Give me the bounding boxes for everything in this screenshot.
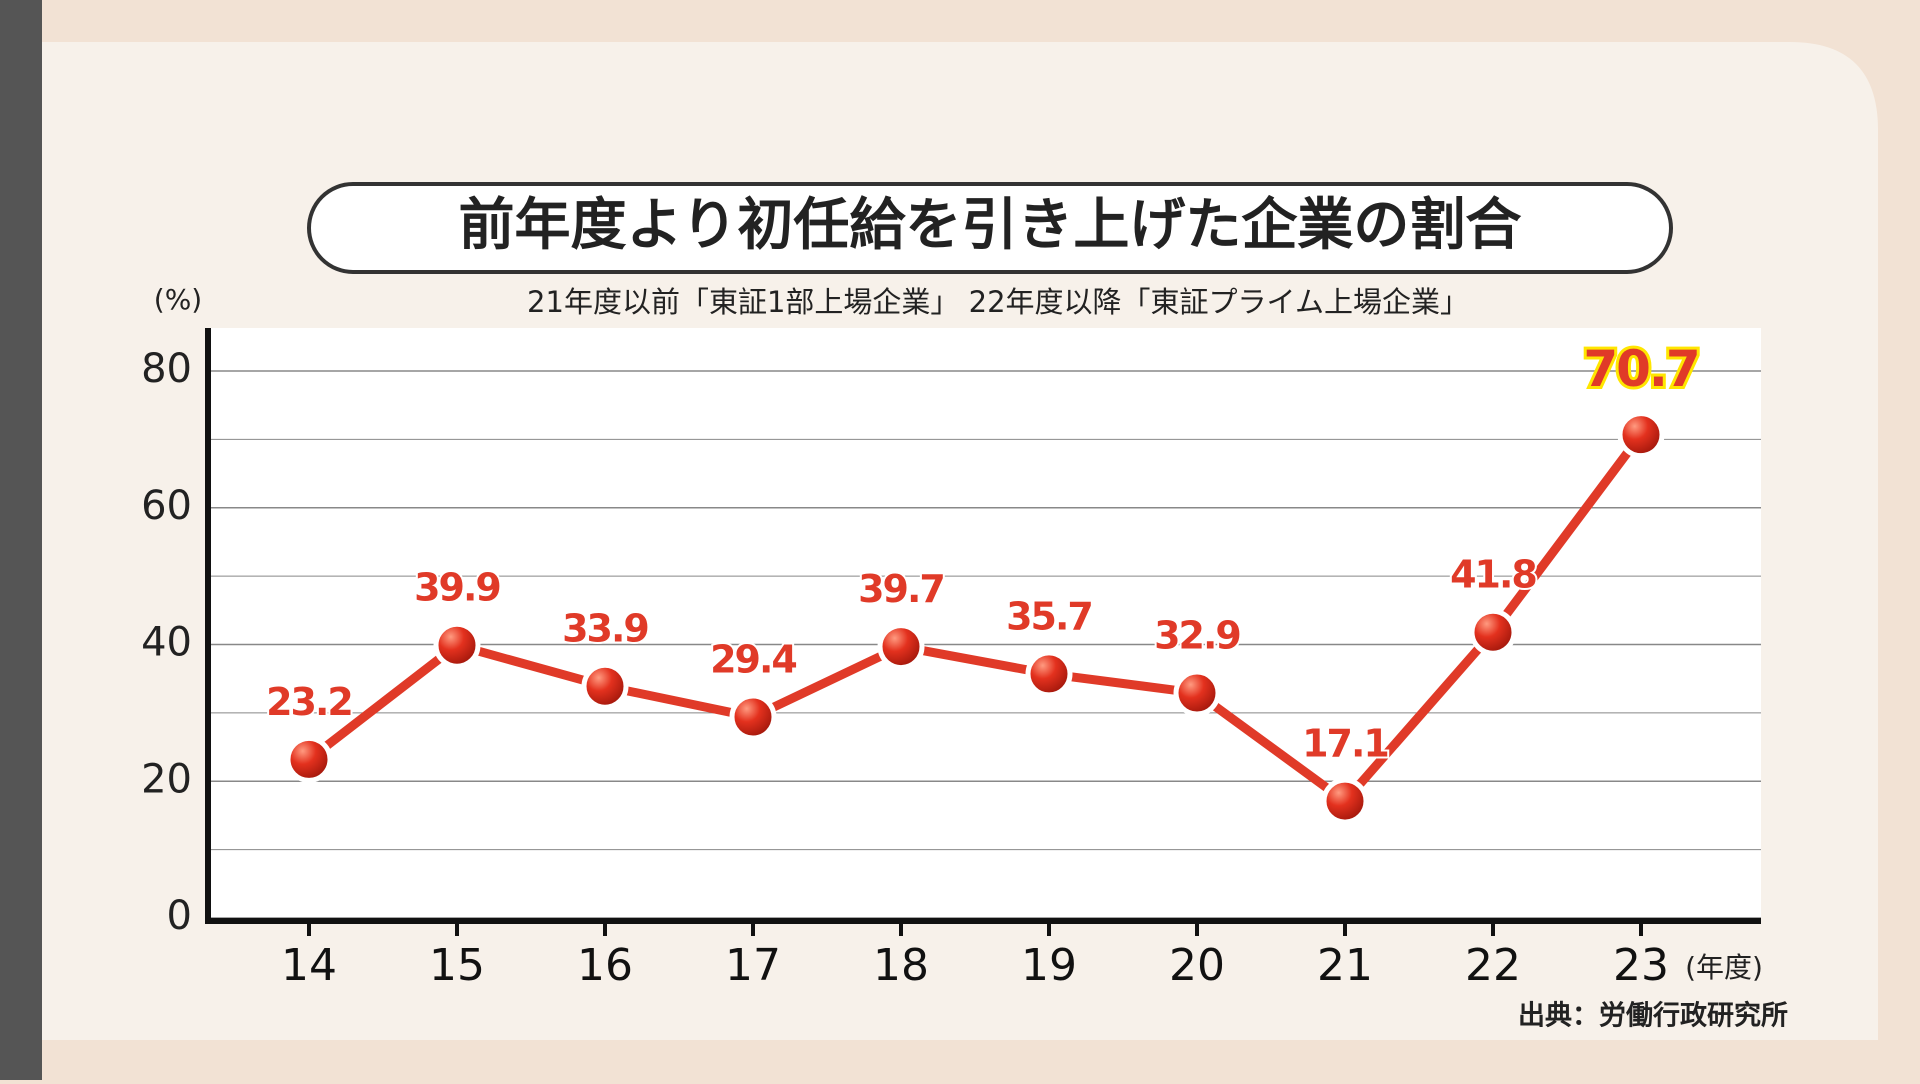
point [285, 735, 333, 783]
point [1173, 669, 1221, 717]
plot-area [208, 328, 1761, 921]
subtitle: 21年度以前「東証1部上場企業」 22年度以降「東証プライム上場企業」 [527, 285, 1469, 319]
data-label: 35.7 [1006, 594, 1092, 638]
point [433, 621, 481, 669]
data-label: 41.8 [1450, 553, 1536, 597]
point [1321, 777, 1369, 825]
line [306, 431, 1645, 806]
source: 出典：労働行政研究所 [1518, 1000, 1788, 1032]
title-pill [307, 182, 1673, 274]
side-strip [0, 0, 42, 1080]
x-tick-label: 21 [1317, 940, 1373, 991]
x-tick-label: 16 [577, 940, 633, 991]
x-tick-label: 15 [429, 940, 485, 991]
x-axis-unit: (年度) [1685, 951, 1763, 984]
y-tick-label: 60 [141, 483, 192, 529]
y-axis-label: (%) [154, 283, 202, 316]
y-tick-label: 20 [141, 756, 192, 802]
point [729, 693, 777, 741]
x-tick-label: 20 [1169, 940, 1225, 991]
data-label: 32.9 [1154, 614, 1240, 658]
chart-title: 前年度より初任給を引き上げた企業の割合 [459, 193, 1522, 258]
y-tick-label: 0 [167, 893, 192, 939]
x-tick-label: 18 [873, 940, 929, 991]
data-label: 39.7 [858, 567, 944, 611]
x-tick-label: 23 [1613, 940, 1669, 991]
point [1469, 608, 1517, 656]
point [877, 623, 925, 671]
data-label: 23.2 [266, 680, 352, 724]
x-tick-label: 19 [1021, 940, 1077, 991]
data-label: 33.9 [562, 607, 648, 651]
y-tick-label: 40 [141, 620, 192, 666]
x-tick-label: 22 [1465, 940, 1521, 991]
data-label: 29.4 [710, 637, 796, 681]
data-label: 70.7 [1583, 340, 1698, 398]
y-tick-label: 80 [141, 346, 192, 392]
point [581, 662, 629, 710]
x-tick-label: 17 [725, 940, 781, 991]
point [1617, 411, 1665, 459]
data-label: 39.9 [414, 566, 500, 610]
data-label: 17.1 [1302, 722, 1388, 766]
x-tick-label: 14 [281, 940, 337, 991]
point [1025, 650, 1073, 698]
